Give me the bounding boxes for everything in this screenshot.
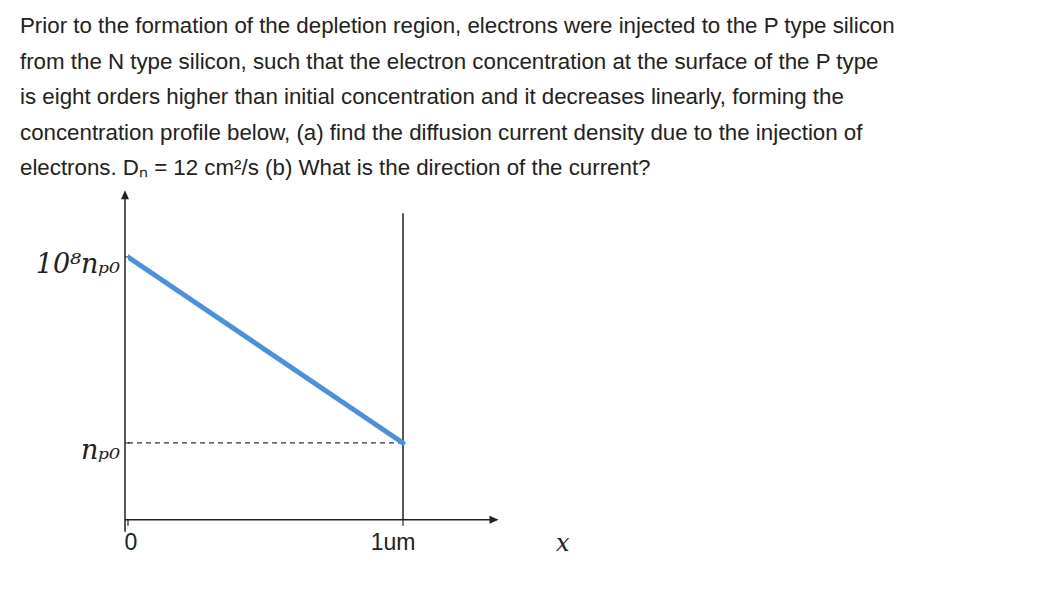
- y-tick-label: 10⁸nₚ₀: [36, 248, 120, 279]
- y-tick-label: nₚ₀: [81, 434, 120, 465]
- boundary-line: [402, 213, 404, 520]
- question-line: is eight orders higher than initial conc…: [20, 84, 844, 109]
- drop-line: [128, 442, 403, 443]
- question-line: from the N type silicon, such that the e…: [20, 49, 879, 74]
- question-line: Prior to the formation of the depletion …: [20, 13, 895, 38]
- question-line: concentration profile below, (a) find th…: [20, 120, 863, 145]
- x-arrow: [490, 516, 499, 524]
- y-arrow: [121, 190, 129, 199]
- x-tick-label: 0: [125, 529, 138, 555]
- figure: Prior to the formation of the depletion …: [0, 0, 1061, 609]
- x-tick: [127, 520, 128, 526]
- plot-area: [128, 257, 403, 443]
- y-axis: [124, 194, 126, 532]
- y-tick: [125, 442, 130, 443]
- x-tick: [402, 520, 403, 526]
- x-axis-label: x: [556, 529, 570, 557]
- question-line: electrons. Dₙ = 12 cm²/s (b) What is the…: [20, 155, 650, 180]
- concentration-line: [128, 257, 403, 443]
- x-axis: [125, 519, 497, 521]
- x-tick-label: 1um: [371, 529, 416, 555]
